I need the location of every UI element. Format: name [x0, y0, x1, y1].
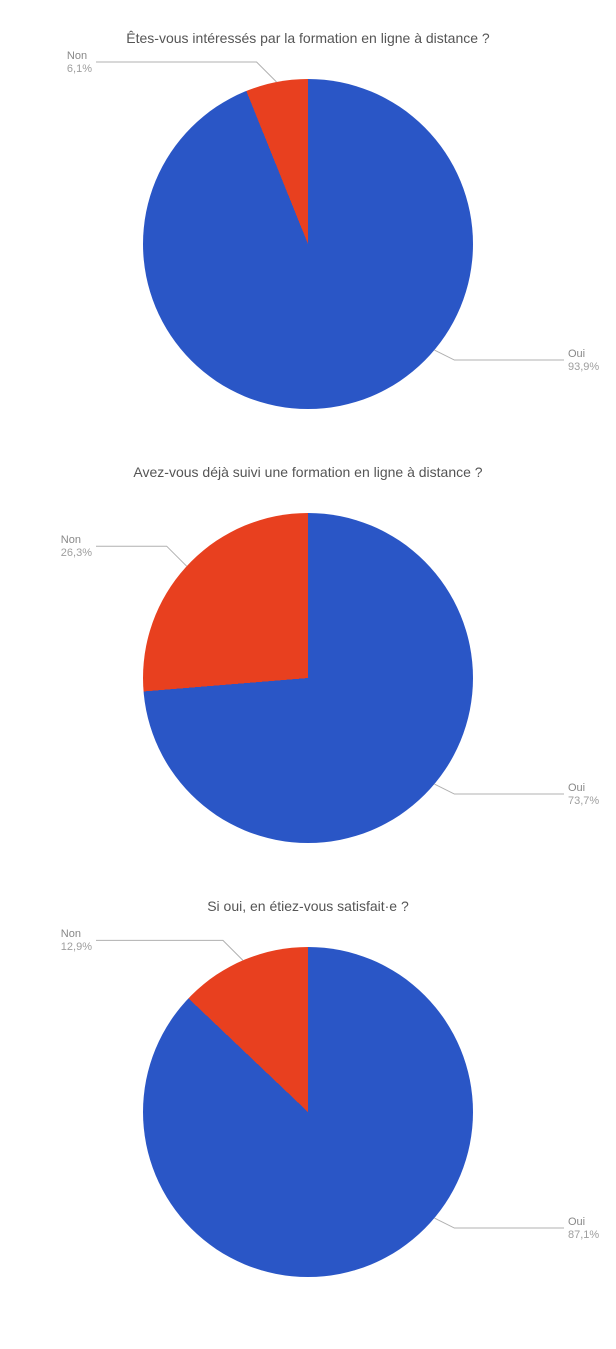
- chart-title: Si oui, en étiez-vous satisfait·e ?: [0, 868, 616, 922]
- chart-block: Êtes-vous intéressés par la formation en…: [0, 0, 616, 434]
- chart-block: Si oui, en étiez-vous satisfait·e ?Oui87…: [0, 868, 616, 1302]
- pie-wrap: Oui73,7%Non26,3%: [0, 488, 616, 868]
- chart-title: Êtes-vous intéressés par la formation en…: [0, 0, 616, 54]
- pie-wrap: Oui87,1%Non12,9%: [0, 922, 616, 1302]
- chart-title: Avez-vous déjà suivi une formation en li…: [0, 434, 616, 488]
- chart-block: Avez-vous déjà suivi une formation en li…: [0, 434, 616, 868]
- pie-wrap: Oui93,9%Non6,1%: [0, 54, 616, 434]
